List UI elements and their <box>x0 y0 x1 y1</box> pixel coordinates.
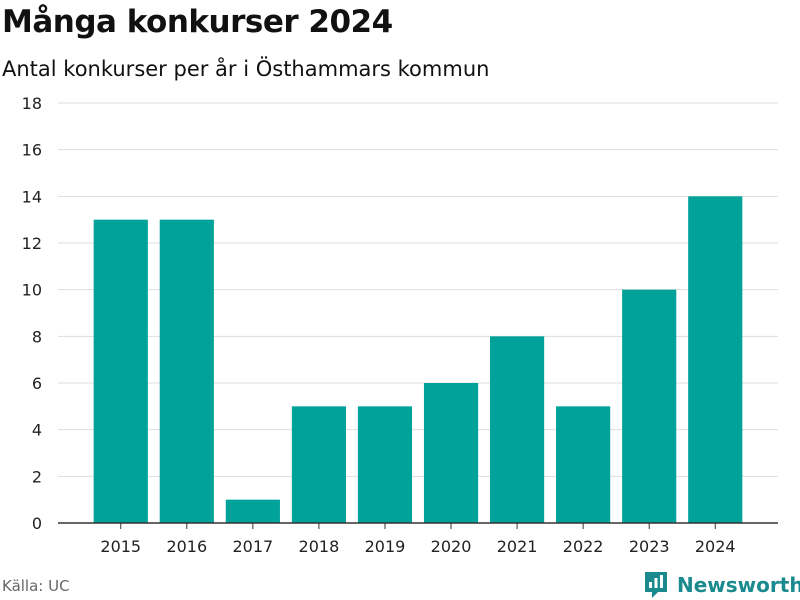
x-tick-label: 2019 <box>365 537 406 556</box>
bar <box>93 219 148 523</box>
x-tick-label: 2017 <box>233 537 274 556</box>
source-note: Källa: UC <box>2 577 70 595</box>
y-tick-label: 16 <box>22 141 42 160</box>
x-tick-label: 2022 <box>563 537 604 556</box>
bar <box>159 219 214 523</box>
y-tick-label: 10 <box>22 281 42 300</box>
y-tick-label: 8 <box>32 327 42 346</box>
y-tick-label: 12 <box>22 234 42 253</box>
y-tick-label: 14 <box>22 187 42 206</box>
bar <box>225 499 280 523</box>
newsworthy-logo-icon <box>645 572 667 598</box>
x-tick-label: 2020 <box>431 537 472 556</box>
x-tick-label: 2023 <box>629 537 670 556</box>
y-tick-label: 4 <box>32 421 42 440</box>
y-tick-label: 2 <box>32 467 42 486</box>
x-tick-label: 2015 <box>100 537 141 556</box>
bar <box>357 406 413 523</box>
x-tick-label: 2016 <box>166 537 207 556</box>
x-tick-label: 2024 <box>695 537 736 556</box>
x-tick-label: 2018 <box>299 537 340 556</box>
bar <box>556 406 611 523</box>
bar <box>291 406 346 523</box>
bar <box>490 336 545 523</box>
brand-logo: Newsworthy <box>643 570 800 600</box>
bars <box>93 196 743 524</box>
brand-name: Newsworthy <box>677 573 800 597</box>
bar <box>622 289 677 523</box>
bar <box>423 383 479 523</box>
axes: 0 2 4 6 8 10 12 14 16 18 2015 2016 2017 2018 2019 2020 2… <box>22 94 778 556</box>
y-tick-label: 18 <box>22 94 42 113</box>
x-tick-label: 2021 <box>497 537 538 556</box>
bar <box>688 196 743 524</box>
y-tick-label: 0 <box>32 514 42 533</box>
chart-subtitle: Antal konkurser per år i Östhammars komm… <box>2 57 490 81</box>
chart-title: Många konkurser 2024 <box>2 4 393 40</box>
y-tick-label: 6 <box>32 374 42 393</box>
